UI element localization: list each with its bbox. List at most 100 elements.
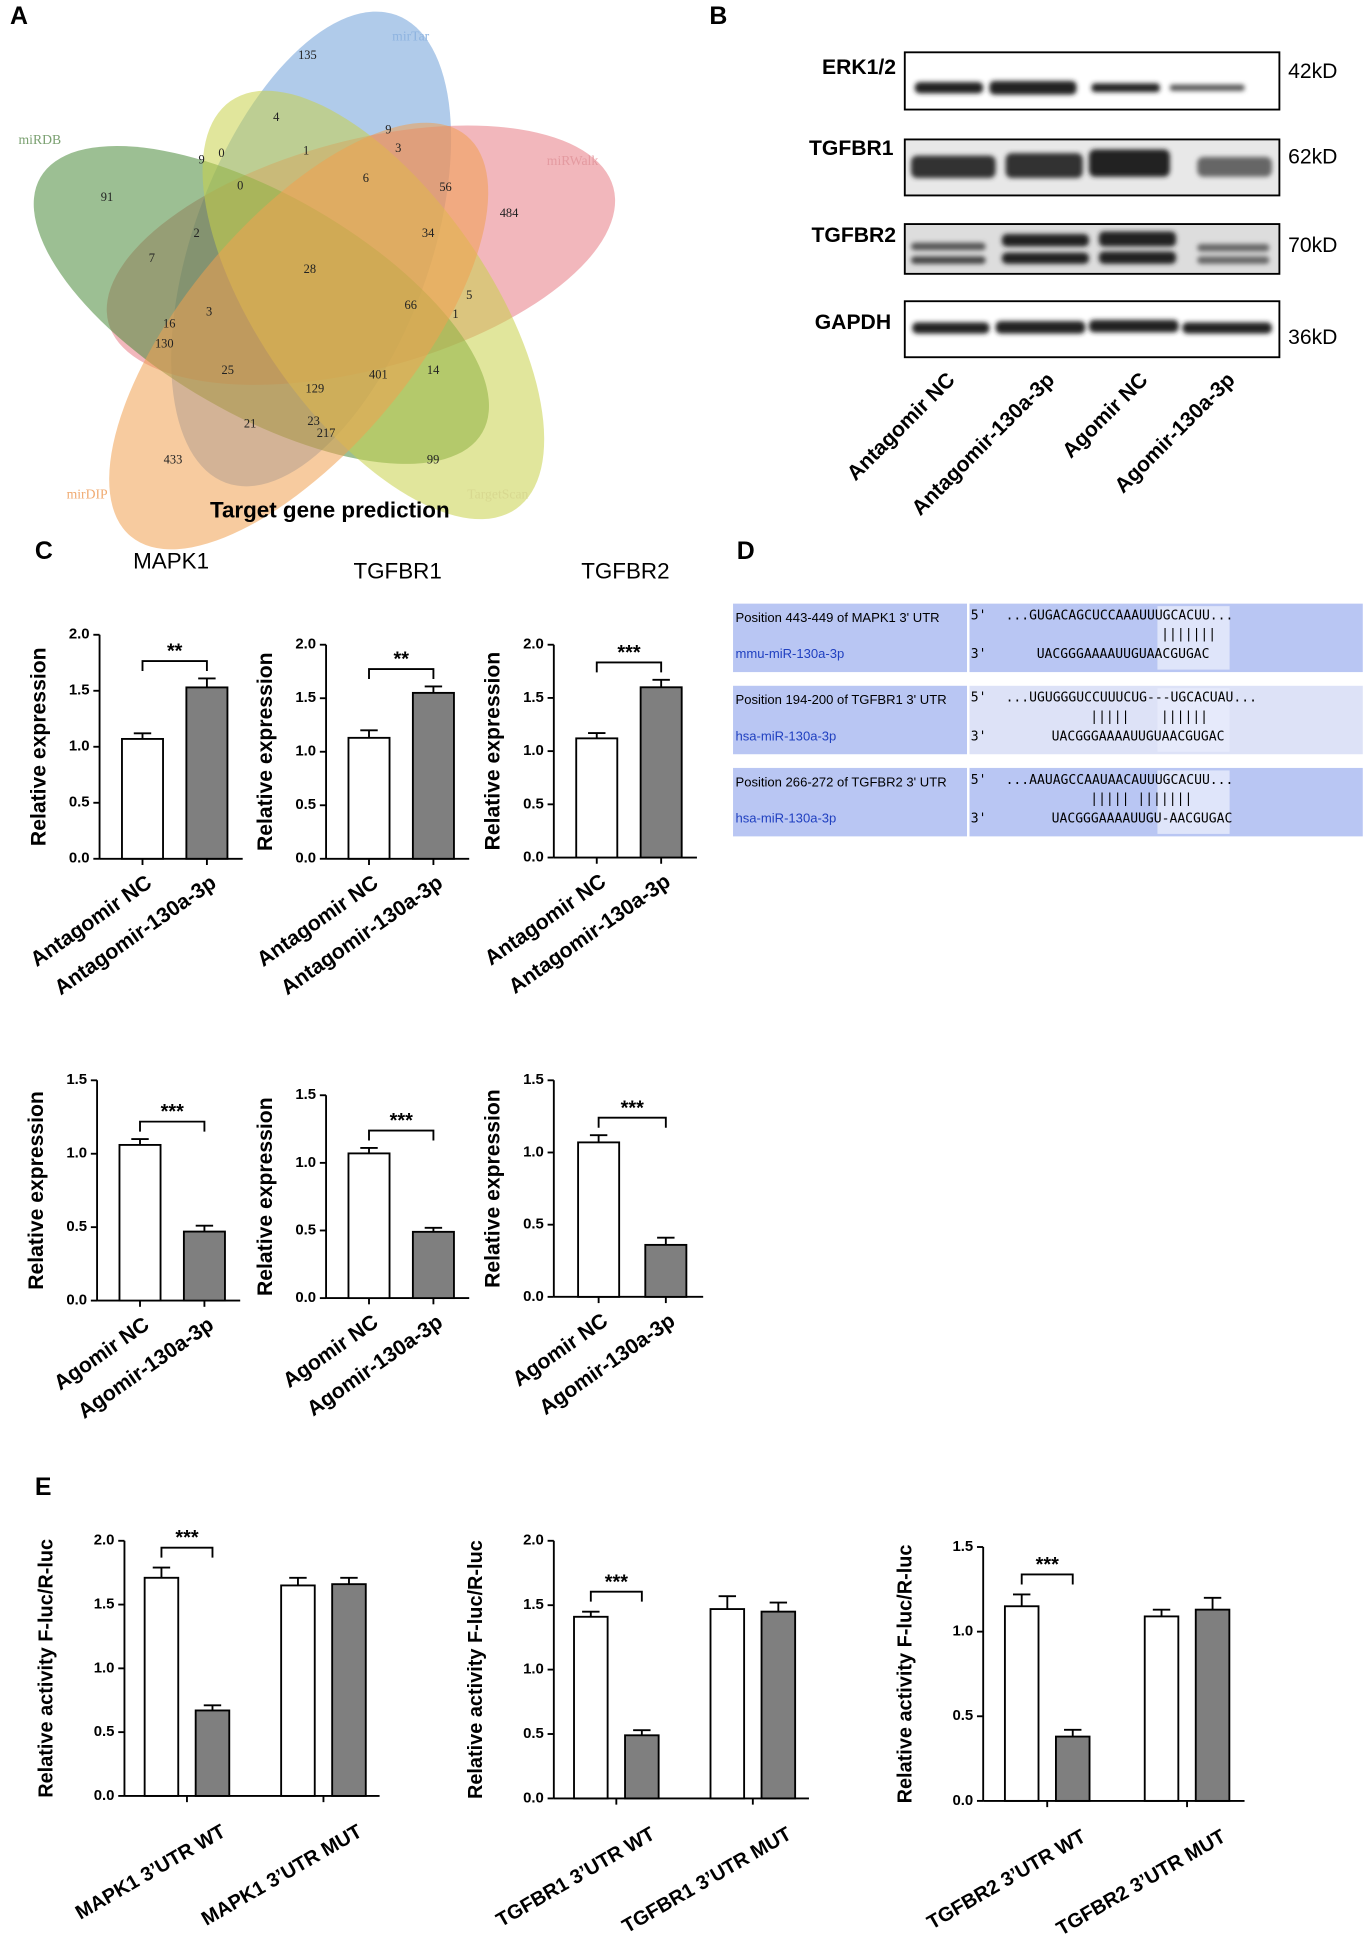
- venn-count: 129: [306, 381, 325, 395]
- y-tick-label: 0.5: [523, 1216, 544, 1233]
- y-tick-label: 1.5: [523, 689, 544, 706]
- seed-highlight: [1157, 606, 1230, 670]
- significance-label: ***: [605, 1571, 628, 1593]
- prime3: 3': [971, 729, 987, 744]
- pairs: ||||| ||||||: [1090, 709, 1208, 724]
- target-seq: ...AAUAGCCAAUAACAUUUGCACUU...: [1006, 773, 1234, 788]
- panel-letter: E: [35, 1473, 52, 1501]
- error-bar: [424, 685, 443, 693]
- y-tick-label: 0.0: [523, 1789, 544, 1806]
- error-bar: [769, 1601, 788, 1612]
- y-tick-label: 1.5: [66, 1071, 87, 1088]
- y-tick-label: 0.5: [295, 796, 316, 813]
- bar: [1003, 1605, 1040, 1802]
- bar: [331, 1583, 367, 1797]
- y-axis-label: Relative activity F-luc/R-luc: [36, 1539, 58, 1798]
- panel-letter: C: [35, 537, 53, 565]
- significance-bracket: [595, 661, 663, 673]
- y-tick-label: 0.0: [295, 850, 316, 867]
- significance-label: ***: [390, 1110, 413, 1132]
- venn-count: 34: [422, 226, 435, 240]
- lane-label: Agomir NC: [1058, 368, 1152, 462]
- error-bar: [718, 1595, 737, 1610]
- y-tick-label: 0.5: [295, 1221, 316, 1238]
- error-bar: [133, 732, 152, 739]
- pairs: ||||| |||||||: [1090, 792, 1192, 807]
- venn-count: 66: [404, 298, 416, 312]
- significance-bracket: [1020, 1573, 1074, 1585]
- bar: [280, 1584, 316, 1797]
- error-bar: [360, 729, 378, 738]
- bar: [121, 737, 164, 860]
- bar: [185, 686, 229, 860]
- y-tick-label: 0.0: [69, 850, 90, 867]
- error-bar: [1064, 1728, 1082, 1737]
- y-axis-label: Relative expression: [482, 652, 505, 851]
- venn-count: 28: [304, 262, 316, 276]
- y-tick-label: 1.5: [69, 682, 90, 699]
- significance-label: ***: [161, 1101, 184, 1123]
- mirna-name: mmu-miR-130a-3p: [736, 646, 845, 661]
- bar: [577, 1141, 621, 1298]
- significance-label: ***: [621, 1097, 644, 1119]
- y-tick-label: 1.0: [523, 742, 544, 759]
- protein-label: TGFBR1: [809, 137, 894, 160]
- y-tick-label: 1.0: [523, 1143, 544, 1160]
- venn-count: 5: [466, 288, 472, 302]
- y-tick-label: 0.0: [94, 1787, 115, 1804]
- panel-letter: D: [737, 537, 755, 565]
- y-tick-label: 1.0: [66, 1145, 87, 1162]
- prime3: 3': [971, 811, 987, 826]
- significance-bracket: [139, 1120, 206, 1132]
- venn-count: 9: [385, 123, 391, 137]
- bar: [709, 1608, 746, 1800]
- bar: [118, 1143, 162, 1302]
- y-tick-label: 2.0: [295, 636, 316, 653]
- error-bar: [152, 1566, 171, 1578]
- prime3: 3': [971, 647, 987, 662]
- bar: [1194, 1608, 1231, 1802]
- error-bar: [652, 678, 670, 688]
- venn-count: 21: [244, 416, 256, 430]
- alignment-left: [733, 603, 968, 673]
- protein-label: ERK1/2: [822, 56, 896, 79]
- y-axis-label: Relative expression: [254, 652, 277, 851]
- mirna-name: hsa-miR-130a-3p: [736, 728, 837, 743]
- significance-bracket: [141, 660, 208, 671]
- y-tick-label: 2.0: [69, 626, 90, 643]
- error-bar: [340, 1576, 358, 1585]
- venn-count: 99: [427, 452, 439, 466]
- venn-set-label: miRWalk: [547, 153, 599, 168]
- y-axis-label: Relative activity F-luc/R-luc: [894, 1545, 916, 1804]
- venn-count: 3: [395, 141, 401, 155]
- venn-count: 4: [273, 110, 280, 124]
- error-bar: [131, 1138, 149, 1145]
- y-tick-label: 1.5: [94, 1596, 115, 1613]
- venn-count: 14: [427, 363, 440, 377]
- target-seq: ...GUGACAGCUCCAAAUUUGCACUU...: [1006, 609, 1234, 624]
- venn-count: 9: [199, 152, 205, 166]
- mirna-seq: UACGGGAAAAUUGUAACGUGAC: [1052, 729, 1225, 744]
- mirna-seq: UACGGGAAAAUUGUAACGUGAC: [1037, 647, 1210, 662]
- error-bar: [195, 1224, 214, 1232]
- significance-bracket: [160, 1546, 214, 1558]
- protein-label: TGFBR2: [811, 224, 896, 247]
- venn-set-label: mirDIP: [67, 487, 108, 502]
- bar: [143, 1576, 180, 1797]
- y-tick-label: 0.5: [523, 795, 544, 812]
- venn-count: 401: [369, 368, 388, 382]
- target-seq: ...UGUGGGUCCUUUCUG---UGCACUAU...: [1006, 691, 1257, 706]
- venn-count: 433: [164, 452, 183, 466]
- mirna-name: hsa-miR-130a-3p: [736, 810, 837, 825]
- bar: [194, 1709, 231, 1797]
- y-tick-label: 0.0: [523, 1288, 544, 1305]
- y-tick-label: 2.0: [523, 1532, 544, 1549]
- blot: [903, 51, 1281, 359]
- y-axis-label: Relative expression: [25, 1091, 48, 1290]
- significance-label: ***: [1036, 1554, 1059, 1576]
- bar: [1055, 1735, 1091, 1802]
- alignment-label: Position 266-272 of TGFBR2 3' UTR: [736, 774, 947, 789]
- y-tick-label: 1.0: [94, 1659, 115, 1676]
